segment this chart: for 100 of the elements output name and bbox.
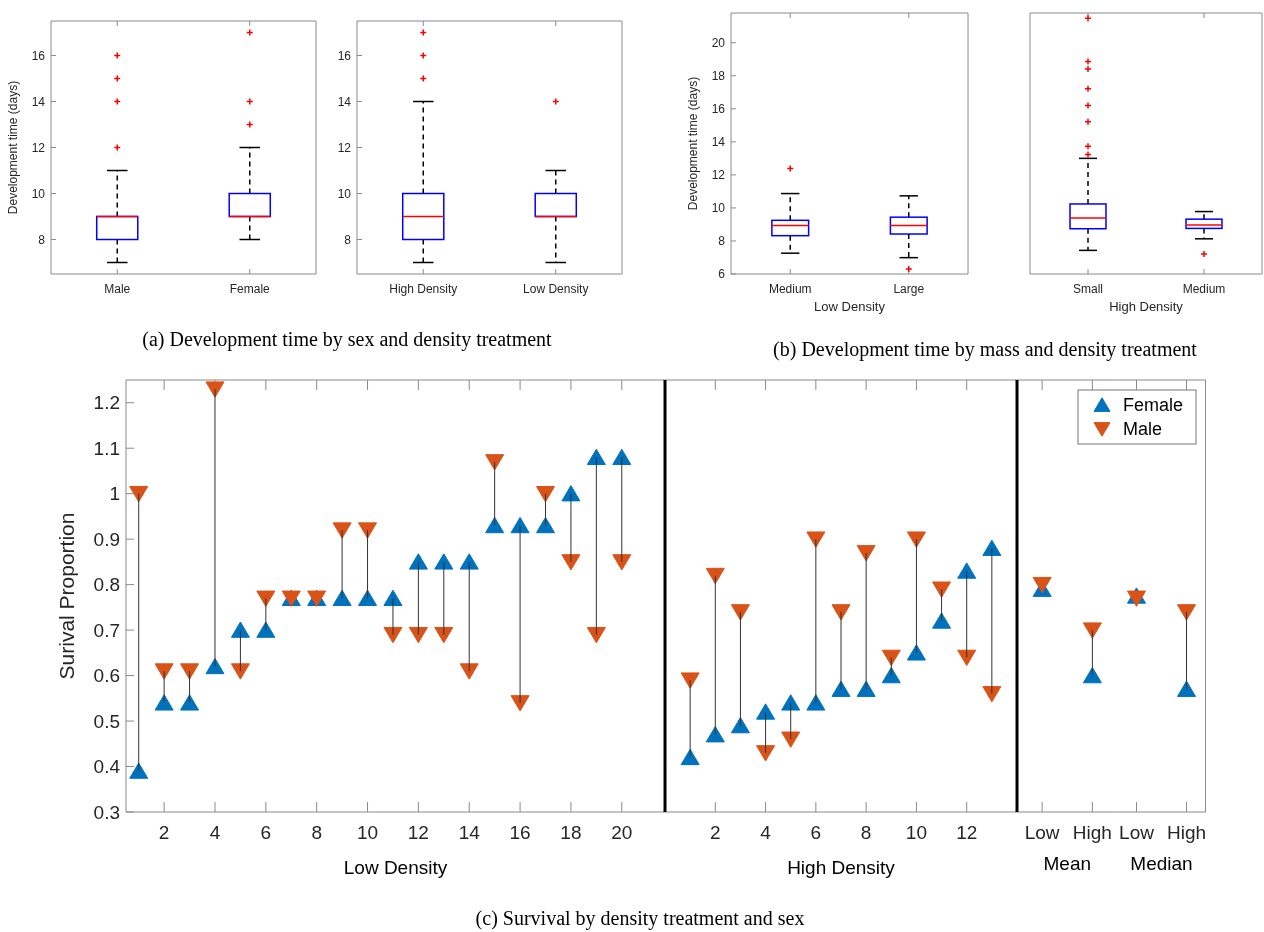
point [256, 621, 276, 638]
point [932, 612, 952, 629]
x-tick-label: 12 [956, 822, 978, 843]
point [1177, 604, 1196, 621]
point [180, 663, 200, 680]
point [332, 589, 352, 606]
y-tick-label: 1.2 [93, 392, 120, 414]
point [434, 626, 454, 644]
x-tick-label: Medium [768, 282, 812, 296]
y-tick-label: 0.3 [93, 801, 120, 823]
x-tick-label: High [1072, 822, 1112, 843]
x-axis-title: High Density [787, 857, 896, 878]
y-tick-label: 14 [31, 94, 46, 109]
point [459, 553, 479, 570]
y-tick-label: 8 [344, 232, 352, 247]
y-tick-label: 16 [31, 48, 46, 63]
y-tick-label: 12 [31, 140, 46, 155]
point [612, 554, 632, 571]
point [536, 516, 555, 534]
point [957, 649, 977, 666]
point [408, 626, 428, 644]
point [831, 680, 851, 697]
y-tick-label: 0.7 [93, 619, 120, 641]
x-tick-label: Low [1119, 822, 1155, 843]
x-tick-label: Male [104, 282, 131, 296]
point [705, 726, 725, 743]
x-axis-title: Low Density [814, 299, 886, 314]
point [536, 485, 555, 503]
y-tick-label: 1.1 [93, 437, 120, 459]
point [256, 590, 276, 607]
x-tick-label: Low Density [523, 282, 589, 296]
point [856, 545, 876, 562]
x-tick-label: High Density [389, 282, 458, 296]
text: (b) Development time by mass and density treatment [773, 338, 1198, 361]
x-tick-label: Female [229, 282, 271, 296]
point [1082, 622, 1102, 639]
x-tick-label: 8 [311, 822, 322, 843]
y-tick-label: 10 [711, 201, 726, 216]
point [1082, 666, 1102, 684]
point [730, 717, 750, 734]
point [1032, 576, 1052, 594]
x-tick-label: Low [1024, 822, 1060, 843]
y-tick-label: 0.9 [93, 528, 120, 550]
text: (a) Development time by sex and density treatment [142, 328, 553, 351]
point [705, 567, 725, 585]
x-tick-label: 10 [356, 822, 379, 843]
legend-label: Male [1123, 419, 1163, 440]
point [230, 663, 250, 680]
y-tick-label: 16 [337, 48, 352, 63]
point [881, 666, 901, 684]
y-axis-title: Surival Proportion [55, 512, 78, 680]
x-tick-label: 14 [458, 822, 481, 843]
y-tick-label: 10 [337, 186, 352, 201]
x-axis-title: High Density [1109, 299, 1184, 314]
y-axis-title: Development time (days) [686, 76, 700, 211]
x-tick-label: 10 [905, 822, 927, 843]
y-tick-label: 6 [718, 267, 726, 282]
point [230, 621, 250, 638]
legend-label: Female [1123, 395, 1184, 416]
x-tick-label: 2 [158, 822, 170, 843]
x-tick-label: 2 [710, 822, 721, 843]
x-tick-label: 6 [260, 822, 272, 843]
point [756, 745, 776, 762]
y-axis-title: Development time (days) [6, 80, 20, 215]
point [680, 748, 700, 766]
point [957, 562, 977, 579]
y-tick-label: 20 [711, 35, 726, 50]
point [586, 448, 606, 466]
x-tick-label: 4 [209, 822, 221, 843]
point [358, 589, 378, 606]
y-tick-label: 14 [337, 94, 352, 109]
x-tick-label: Small [1072, 282, 1104, 296]
x-tick-label: Medium [1182, 282, 1226, 296]
point [358, 522, 378, 539]
y-tick-label: 10 [31, 186, 46, 201]
point [485, 454, 505, 471]
point [781, 694, 801, 711]
point [932, 581, 952, 598]
point [510, 516, 530, 534]
point [459, 663, 479, 680]
y-tick-label: 8 [38, 232, 46, 247]
point [205, 657, 225, 675]
point [906, 531, 926, 548]
y-tick-label: 12 [337, 140, 352, 155]
x-axis-title: Median [1130, 853, 1193, 874]
point [781, 731, 801, 748]
x-tick-label: 12 [407, 822, 429, 843]
x-tick-label: 6 [810, 822, 822, 843]
x-axis-title: Low Density [343, 857, 448, 878]
y-tick-label: 16 [711, 102, 726, 117]
y-tick-label: 8 [718, 234, 726, 249]
y-tick-label: 0.6 [93, 665, 120, 687]
point [756, 703, 776, 720]
y-tick-label: 0.4 [93, 756, 121, 778]
point [831, 604, 851, 621]
x-tick-label: 16 [509, 822, 531, 843]
y-tick-label: 1 [109, 483, 120, 505]
text: (c) Survival by density treatment and sex [475, 907, 805, 930]
point [730, 604, 750, 621]
point [612, 448, 632, 466]
